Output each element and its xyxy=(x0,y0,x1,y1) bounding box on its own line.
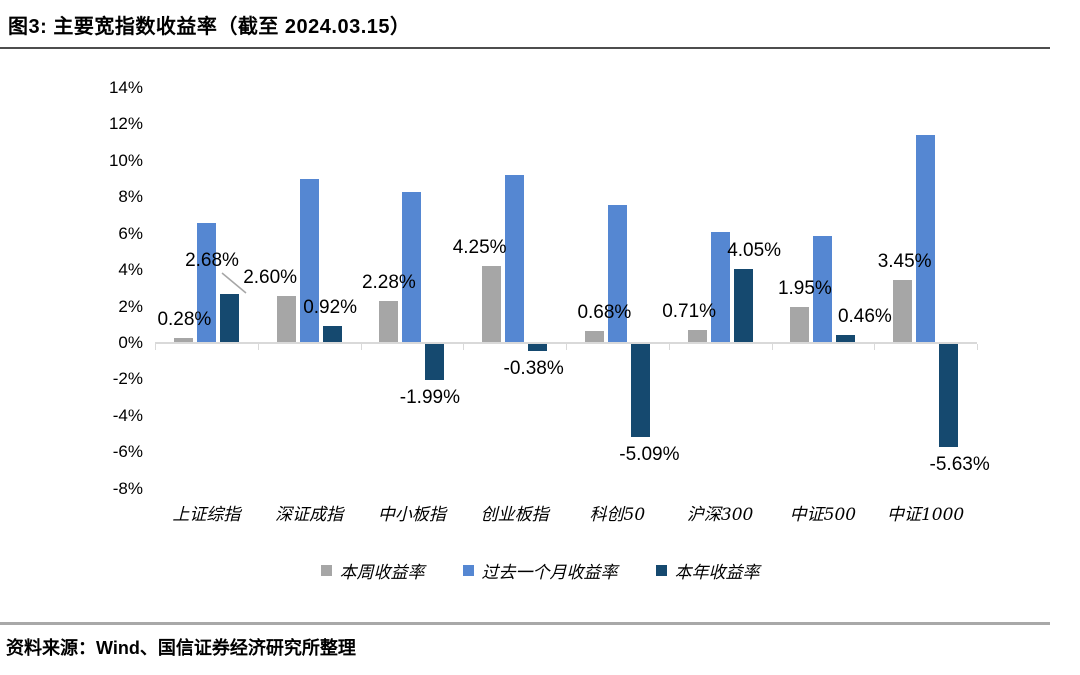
y-axis-tick-label: -2% xyxy=(112,369,143,389)
value-label: 0.28% xyxy=(157,308,212,330)
legend-label-year: 本年收益率 xyxy=(674,563,760,583)
legend-label-month: 过去一个月收益率 xyxy=(481,563,618,583)
bar-过去一个月收益率-创业板指 xyxy=(505,175,525,343)
x-axis-category-label: 中小板指 xyxy=(377,505,446,525)
bar-本周收益率-中证500 xyxy=(790,307,810,343)
x-axis-tick-mark xyxy=(771,344,773,350)
value-label: 0.92% xyxy=(303,297,358,319)
y-axis-tick-label: -4% xyxy=(112,405,143,425)
bar-本年收益率-深证成指 xyxy=(322,326,342,343)
value-label: -5.63% xyxy=(929,453,990,475)
y-axis-tick-label: 6% xyxy=(118,223,143,243)
bar-本年收益率-科创50 xyxy=(630,344,650,437)
month-series-swatch-icon xyxy=(462,565,474,576)
x-axis-tick-mark xyxy=(463,344,465,350)
x-axis-category-label: 中证500 xyxy=(789,505,857,525)
y-axis-tick-label: 14% xyxy=(108,78,143,98)
y-axis-tick-label: 10% xyxy=(108,150,143,170)
bar-本年收益率-中小板指 xyxy=(425,344,445,381)
x-axis-tick-mark xyxy=(360,344,362,350)
title-divider xyxy=(0,47,1050,49)
bar-过去一个月收益率-深证成指 xyxy=(299,179,319,343)
figure-title: 图3: 主要宽指数收益率（截至 2024.03.15） xyxy=(8,16,411,38)
value-label: 3.45% xyxy=(877,251,932,273)
x-axis-tick-mark xyxy=(155,344,156,350)
y-axis-tick-label: -8% xyxy=(112,478,143,498)
x-axis-category-label: 沪深300 xyxy=(686,505,754,525)
y-axis-tick-label: 8% xyxy=(118,187,143,207)
x-axis-tick-mark xyxy=(566,344,567,350)
value-label: 4.05% xyxy=(727,240,782,262)
year-series-swatch-icon xyxy=(655,565,667,576)
value-label: 2.60% xyxy=(243,266,298,288)
chart-legend: 本周收益率 过去一个月收益率 本年收益率 xyxy=(0,558,1080,583)
x-axis-category-label: 中证1000 xyxy=(886,505,965,525)
x-axis-tick-mark xyxy=(874,344,876,350)
bar-本年收益率-沪深300 xyxy=(733,269,753,343)
x-axis-line xyxy=(155,342,977,344)
x-axis-category-label: 深证成指 xyxy=(275,505,344,525)
value-label: 0.68% xyxy=(577,301,632,323)
x-axis-tick-mark xyxy=(257,344,259,350)
legend-item-week: 本周收益率 xyxy=(320,558,425,583)
x-axis-tick-mark xyxy=(668,344,670,350)
bar-本年收益率-上证综指 xyxy=(219,294,239,343)
legend-item-month: 过去一个月收益率 xyxy=(462,558,618,583)
bar-本周收益率-科创50 xyxy=(584,330,604,343)
value-label: -1.99% xyxy=(399,387,460,409)
y-axis-tick-label: 4% xyxy=(118,260,143,280)
y-axis-tick-label: 0% xyxy=(118,333,143,352)
bar-本周收益率-上证综指 xyxy=(173,337,193,343)
bar-本周收益率-中证1000 xyxy=(893,280,913,343)
x-axis-category-label: 科创50 xyxy=(589,505,646,525)
value-label: 0.46% xyxy=(837,305,892,327)
x-axis-tick-mark xyxy=(977,344,978,350)
bar-过去一个月收益率-上证综指 xyxy=(196,222,216,343)
bar-本周收益率-深证成指 xyxy=(276,295,296,343)
bar-本周收益率-中小板指 xyxy=(379,301,399,343)
y-axis-tick-label: 2% xyxy=(118,296,143,316)
bar-过去一个月收益率-科创50 xyxy=(607,204,627,343)
bar-过去一个月收益率-中证500 xyxy=(813,235,833,343)
value-label: -5.09% xyxy=(619,443,680,465)
legend-item-year: 本年收益率 xyxy=(655,558,760,583)
bar-本年收益率-中证1000 xyxy=(939,344,959,447)
bar-本周收益率-沪深300 xyxy=(687,330,707,343)
bar-过去一个月收益率-沪深300 xyxy=(710,231,730,343)
x-axis-category-label: 上证综指 xyxy=(172,505,241,525)
x-axis-category-label: 创业板指 xyxy=(480,505,549,525)
value-label: 2.28% xyxy=(361,272,416,294)
bar-过去一个月收益率-中证1000 xyxy=(916,135,936,343)
week-series-swatch-icon xyxy=(320,565,332,576)
value-label: 2.68% xyxy=(185,250,239,271)
legend-label-week: 本周收益率 xyxy=(339,563,425,583)
value-label: 4.25% xyxy=(452,236,507,258)
bar-本周收益率-创业板指 xyxy=(482,265,502,343)
source-note: 资料来源：Wind、国信证券经济研究所整理 xyxy=(6,638,356,658)
bar-本年收益率-创业板指 xyxy=(528,344,548,351)
value-label: -0.38% xyxy=(503,357,564,379)
footer-divider xyxy=(0,622,1050,625)
bar-本年收益率-中证500 xyxy=(836,334,856,343)
value-label: 0.71% xyxy=(662,301,717,323)
y-axis-tick-label: 12% xyxy=(108,114,143,134)
y-axis-tick-label: -6% xyxy=(112,442,143,462)
bar-过去一个月收益率-中小板指 xyxy=(402,191,422,343)
value-label: 1.95% xyxy=(777,278,832,300)
